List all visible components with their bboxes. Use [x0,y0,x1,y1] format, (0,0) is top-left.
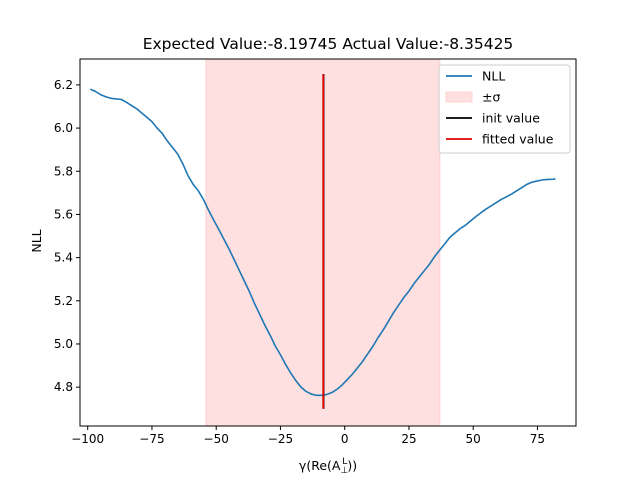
y-tick-label: 6.0 [54,121,73,135]
x-tick-label: 75 [530,432,545,446]
x-tick-label: 50 [466,432,481,446]
legend-swatch [445,91,473,103]
legend-label: NLL [482,69,505,84]
x-axis-label-subscript: ⊥ [340,466,348,476]
x-axis-label-main: γ(Re(A [299,458,341,473]
axes: −100 −75 −50 −25 0 25 50 75 4.8 5.0 5.2 5.4 5.6 5.8 6.… [54,58,577,446]
legend: NLL ±σ init value fitted value [438,64,571,154]
chart-title: Expected Value:-8.19745 Actual Value:-8.… [143,35,514,53]
x-axis-label: γ(Re(A⊥L)) [299,457,357,476]
x-tick-label: −50 [204,432,229,446]
x-tick-label: −100 [71,432,104,446]
x-tick-label: 0 [341,432,349,446]
y-tick-label: 5.0 [54,337,73,351]
legend-label: ±σ [482,90,500,105]
y-tick-label: 4.8 [54,380,73,394]
x-tick-label: 25 [401,432,416,446]
plot-area [89,58,556,427]
y-tick-label: 5.6 [54,207,73,221]
legend-box [438,64,571,154]
x-axis-label-superscript: L [342,457,347,467]
y-axis-label: NLL [29,229,44,252]
y-tick-label: 5.4 [54,251,73,265]
x-tick-label: −25 [268,432,293,446]
y-tick-label: 6.2 [54,78,73,92]
x-tick-label: −75 [139,432,164,446]
y-tick-label: 5.8 [54,164,73,178]
legend-label: fitted value [482,132,554,147]
axes-frame [79,58,577,427]
legend-label: init value [482,111,540,126]
x-axis-label-end: )) [347,458,357,473]
y-tick-label: 5.2 [54,294,73,308]
